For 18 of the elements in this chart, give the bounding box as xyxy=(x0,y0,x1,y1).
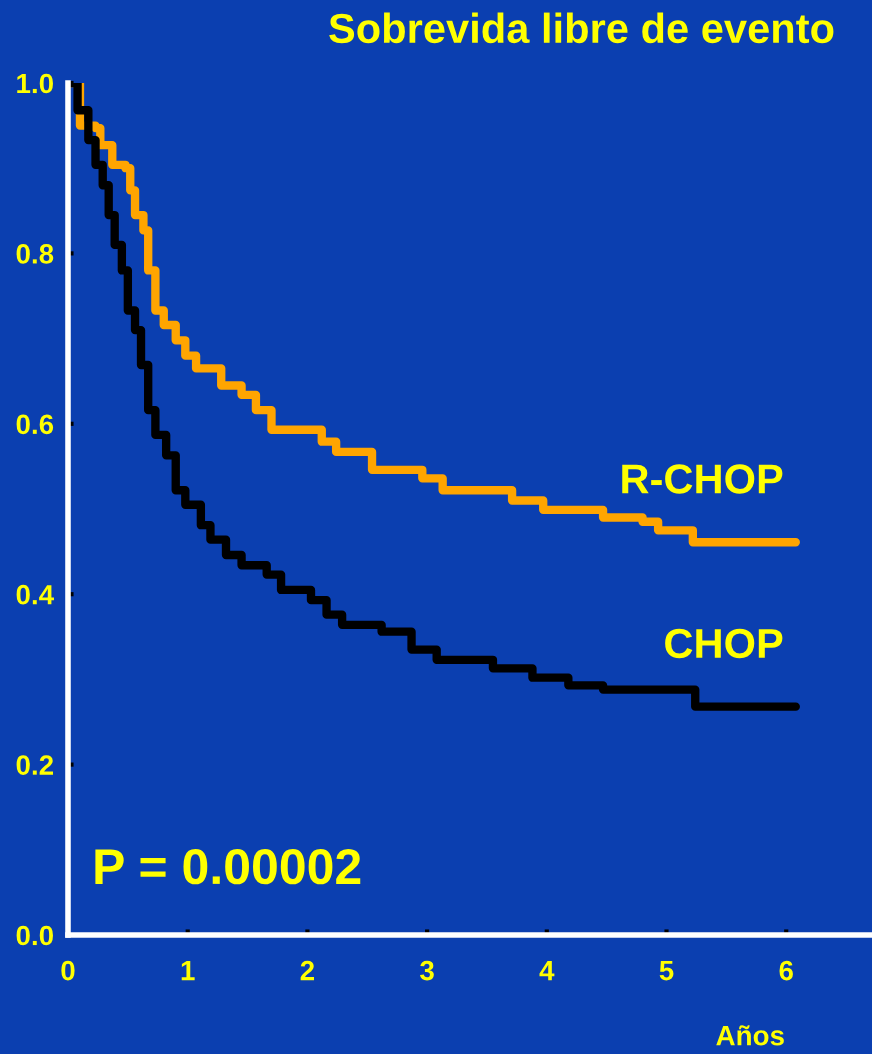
y-tick-label: 0.4 xyxy=(16,584,54,605)
chart-title: Sobrevida libre de evento xyxy=(329,12,834,44)
y-tick-label: 0.0 xyxy=(16,925,53,946)
x-tick-label: 5 xyxy=(659,961,674,981)
x-tick-label: 2 xyxy=(300,960,315,981)
x-tick-label: 1 xyxy=(181,961,195,981)
y-tick-label: 0.6 xyxy=(16,414,54,435)
x-tick-label: 6 xyxy=(779,960,793,981)
y-tick-label: 1.0 xyxy=(17,73,53,94)
x-axis-title: Años xyxy=(716,1025,784,1046)
y-tick-label: 0.2 xyxy=(16,755,53,775)
annotation: P = 0.00002 xyxy=(95,848,361,885)
x-tick-label: 4 xyxy=(539,961,555,981)
y-tick-label: 0.8 xyxy=(16,244,54,264)
series-label: CHOP xyxy=(665,628,783,659)
series-label: R-CHOP xyxy=(622,464,783,494)
x-tick-label: 3 xyxy=(420,960,434,981)
x-tick-label: 0 xyxy=(61,960,75,981)
